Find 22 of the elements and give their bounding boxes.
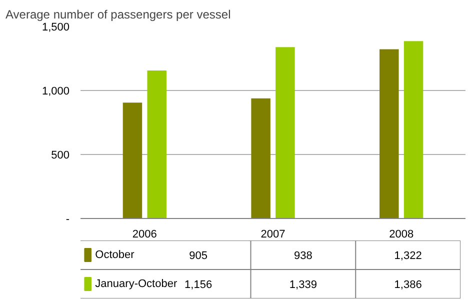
y-tick-label: 500 (51, 150, 70, 162)
x-tick-label: 2006 (132, 228, 157, 240)
bar (404, 41, 424, 218)
bar (147, 70, 166, 218)
legend-label: January-October (95, 278, 178, 290)
y-tick-label: 1,000 (42, 86, 70, 98)
bar (276, 47, 295, 218)
data-label: 1,156 (184, 279, 212, 291)
data-label: 1,386 (394, 279, 422, 291)
bar (251, 98, 270, 218)
legend-label: October (95, 249, 135, 261)
data-label: 938 (294, 250, 312, 262)
chart-title: Average number of passengers per vessel (6, 8, 231, 22)
y-tick-label: 1,500 (42, 22, 70, 34)
x-tick-label: 2008 (389, 228, 414, 240)
x-tick-label: 2007 (260, 228, 286, 240)
y-tick-label: - (66, 214, 70, 226)
bar (122, 102, 142, 218)
data-label: 1,339 (289, 279, 317, 291)
data-label: 905 (189, 250, 208, 262)
bar (380, 49, 399, 218)
data-label: 1,322 (394, 250, 422, 262)
